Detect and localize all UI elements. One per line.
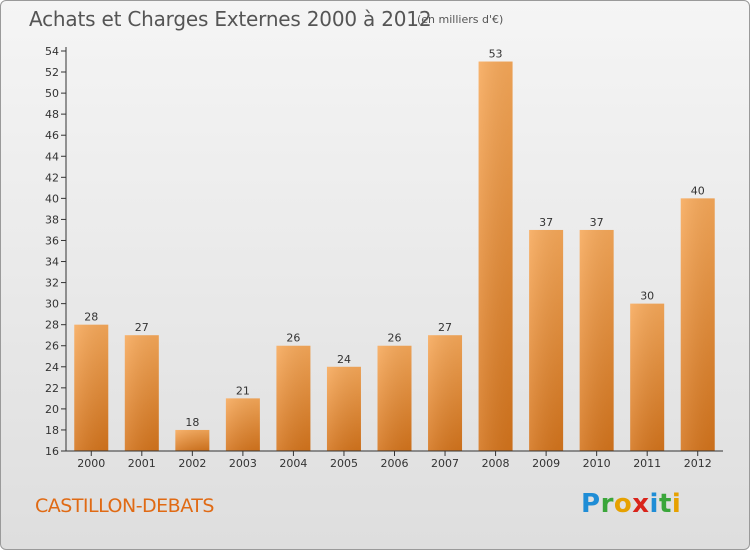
- logo-letter: x: [632, 489, 650, 519]
- data-label-2002: 18: [185, 416, 199, 429]
- data-label-2001: 27: [135, 321, 149, 334]
- x-tick-label-2010: 2010: [583, 457, 611, 470]
- bar-shade-2008: [478, 61, 513, 452]
- y-tick-label: 46: [45, 129, 59, 142]
- data-label-2003: 21: [236, 384, 250, 397]
- bar-shade-2010: [579, 229, 614, 451]
- y-tick-label: 50: [45, 87, 59, 100]
- bar-shade-2009: [529, 229, 564, 451]
- logo-letter: o: [613, 489, 633, 519]
- data-label-2010: 37: [590, 216, 604, 229]
- y-tick-label: 52: [45, 66, 59, 79]
- x-tick-label-2000: 2000: [77, 457, 105, 470]
- bar-shade-2002: [175, 429, 210, 451]
- data-label-2004: 26: [286, 332, 300, 345]
- y-tick-label: 26: [45, 340, 59, 353]
- x-tick-label-2007: 2007: [431, 457, 459, 470]
- y-tick-label: 28: [45, 319, 59, 332]
- place-name: CASTILLON-DEBATS: [35, 495, 214, 517]
- y-tick-label: 18: [45, 424, 59, 437]
- data-label-2005: 24: [337, 353, 351, 366]
- bar-shade-2006: [377, 345, 412, 451]
- chart-unit: (en milliers d'€): [417, 13, 504, 26]
- bar-shade-2000: [74, 324, 109, 451]
- y-tick-label: 22: [45, 382, 59, 395]
- y-tick-label: 16: [45, 445, 59, 458]
- x-tick-label-2002: 2002: [178, 457, 206, 470]
- y-tick-label: 40: [45, 192, 59, 205]
- y-tick-label: 32: [45, 277, 59, 290]
- y-tick-label: 30: [45, 298, 59, 311]
- x-tick-label-2001: 2001: [128, 457, 156, 470]
- logo-letter: i: [671, 489, 682, 519]
- y-tick-label: 34: [45, 256, 59, 269]
- data-label-2000: 28: [84, 311, 98, 324]
- x-tick-label-2009: 2009: [532, 457, 560, 470]
- x-tick-label-2008: 2008: [482, 457, 510, 470]
- y-axis: 16 18 20 22 24 26 28 30 32 34 36 38 40 42 44 46 48 50 52 54: [45, 45, 67, 458]
- data-label-2008: 53: [489, 48, 503, 61]
- data-label-2007: 27: [438, 321, 452, 334]
- logo-letter: t: [658, 489, 672, 519]
- y-tick-label: 36: [45, 234, 59, 247]
- bar-shade-2011: [630, 303, 665, 451]
- y-tick-label: 42: [45, 171, 59, 184]
- bar-shade-2001: [124, 335, 159, 451]
- x-tick-label-2003: 2003: [229, 457, 257, 470]
- x-tick-label-2006: 2006: [381, 457, 409, 470]
- data-label-2009: 37: [539, 216, 553, 229]
- bar-shade-2012: [680, 198, 715, 451]
- logo-letter: r: [600, 489, 614, 519]
- chart-title: Achats et Charges Externes 2000 à 2012: [29, 7, 432, 31]
- x-tick-label-2005: 2005: [330, 457, 358, 470]
- bar-shade-2004: [276, 345, 311, 451]
- y-tick-label: 24: [45, 361, 59, 374]
- x-tick-label-2011: 2011: [633, 457, 661, 470]
- data-labels-group: 28 27 18 21 26 24 26 27 53 37 37 30 40: [84, 48, 704, 429]
- logo-letter: P: [581, 489, 601, 519]
- bar-shade-2007: [428, 335, 463, 451]
- x-tick-label-2004: 2004: [279, 457, 307, 470]
- x-tick-label-2012: 2012: [684, 457, 712, 470]
- x-axis: 2000 2001 2002 2003 2004 2005 2006 2007 2008 2009…: [66, 450, 723, 470]
- y-tick-label: 38: [45, 213, 59, 226]
- bars-group: [74, 61, 715, 452]
- y-tick-label: 44: [45, 150, 59, 163]
- bar-shade-2003: [225, 398, 260, 451]
- logo-letter: i: [649, 489, 659, 519]
- data-label-2011: 30: [640, 290, 654, 303]
- data-label-2012: 40: [691, 184, 705, 197]
- y-tick-label: 20: [45, 403, 59, 416]
- bar-shade-2005: [326, 366, 361, 451]
- proxiti-logo: Proxiti: [581, 489, 681, 519]
- y-tick-label: 54: [45, 45, 59, 58]
- y-tick-label: 48: [45, 108, 59, 121]
- data-label-2006: 26: [388, 332, 402, 345]
